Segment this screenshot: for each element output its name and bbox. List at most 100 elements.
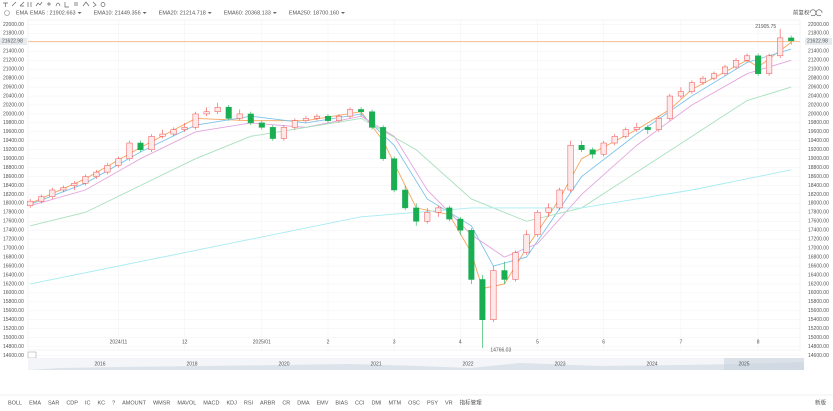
y-tick-label: 19400.00 <box>808 138 829 144</box>
candle-body <box>170 129 177 135</box>
y-tick-label: 17000.00 <box>808 245 829 251</box>
candle-body <box>60 187 67 191</box>
y-tick-label: 18800.00 <box>3 165 24 171</box>
candle-body <box>578 145 585 150</box>
y-tick-label: 21800.00 <box>3 31 24 37</box>
candle-body <box>313 115 320 119</box>
navigator-window[interactable] <box>724 358 804 370</box>
tool-icon[interactable] <box>3 2 8 7</box>
y-tick-label: 15000.00 <box>3 335 24 341</box>
y-tick-label: 22000.00 <box>3 22 24 28</box>
navigator-year: 2024 <box>646 361 657 367</box>
tool-icon[interactable] <box>92 1 97 8</box>
y-tick-label: 18200.00 <box>808 192 829 198</box>
tool-icon[interactable] <box>35 1 43 7</box>
y-tick-label: 17600.00 <box>808 219 829 225</box>
tool-icon[interactable] <box>27 2 32 7</box>
indicator-manage[interactable]: 指标管理 <box>460 398 483 406</box>
indicator-tab[interactable]: AMOUNT <box>122 400 146 406</box>
candle-body <box>402 189 409 209</box>
legend-entry[interactable]: EMA10: 21449.356 <box>94 10 141 16</box>
indicator-tab[interactable]: MTM <box>389 400 402 406</box>
indicator-bar: BOLL EMA SAR CDP IC KC? AMOUNT WMSR MAVOL MACD KDJ… <box>8 398 826 406</box>
y-tick-label: 21200.00 <box>808 58 829 64</box>
tool-icon[interactable] <box>47 2 51 6</box>
y-tick-label: 16400.00 <box>808 272 829 278</box>
y-tick-label: 19000.00 <box>808 156 829 162</box>
indicator-tab[interactable]: KC <box>97 400 105 406</box>
tool-icon[interactable] <box>19 1 25 7</box>
tool-icon[interactable] <box>11 1 17 7</box>
indicator-tab[interactable]: IC <box>85 400 91 406</box>
y-tick-label: 20000.00 <box>3 111 24 117</box>
indicator-tab[interactable]: ARBR <box>260 400 275 406</box>
candle-body <box>479 279 486 320</box>
legend-entry[interactable]: EMA5 : 21902.663 <box>30 10 76 16</box>
candle-body <box>335 115 343 121</box>
y-tick-label: 18400.00 <box>808 183 829 189</box>
price-tag <box>0 37 27 45</box>
candle-body <box>457 218 464 231</box>
indicator-tab[interactable]: DMA <box>297 400 310 406</box>
tool-icon[interactable] <box>100 2 106 7</box>
indicator-tab[interactable]: BOLL <box>8 400 22 406</box>
indicator-tab[interactable]: BIAS <box>335 400 348 406</box>
y-tick-label: 17000.00 <box>3 245 24 251</box>
tool-icon[interactable] <box>74 2 78 6</box>
indicator-tab[interactable]: DMI <box>371 400 382 406</box>
y-tick-label: 15200.00 <box>808 326 829 332</box>
tool-icon[interactable] <box>82 1 90 7</box>
navigator-year: 2018 <box>186 361 197 367</box>
adjust-mode[interactable]: 前复权 <box>793 8 810 16</box>
y-tick-label: 20800.00 <box>3 75 24 81</box>
candle-body <box>82 176 89 184</box>
candle-body <box>556 189 563 209</box>
indicator-tab[interactable]: OSC <box>408 400 420 406</box>
indicator-tab[interactable]: PSY <box>427 400 438 406</box>
indicator-tab[interactable]: CR <box>282 400 290 406</box>
indicator-tab[interactable]: CCI <box>355 400 365 406</box>
undo-icon[interactable] <box>809 9 817 17</box>
y-tick-label: 18600.00 <box>3 174 24 180</box>
candle-body <box>203 111 210 115</box>
candle-body <box>192 113 199 128</box>
candle-body <box>424 212 431 222</box>
indicator-tab[interactable]: ? <box>112 400 115 406</box>
indicator-tab[interactable]: EMV <box>317 400 329 406</box>
candle-body <box>236 113 243 119</box>
candle-body <box>744 55 751 61</box>
y-tick-label: 16600.00 <box>808 263 829 269</box>
y-tick-label: 17800.00 <box>808 210 829 216</box>
indicator-tab[interactable]: KDJ <box>226 400 237 406</box>
y-tick-label: 14600.00 <box>808 353 829 359</box>
settings-icon[interactable] <box>4 10 10 16</box>
x-tick-label: 12 <box>182 339 188 345</box>
indicator-tab[interactable]: CDP <box>66 400 78 406</box>
legend-entry[interactable]: EMA20: 21214.718 <box>159 10 206 16</box>
candle-body <box>589 149 596 155</box>
tool-icon[interactable] <box>55 2 61 7</box>
indicator-tab[interactable]: VR <box>445 400 453 406</box>
new-version[interactable]: 新版 <box>815 398 827 406</box>
legend-entry[interactable]: EMA250: 18700.160 <box>289 10 339 16</box>
indicator-tab[interactable]: EMA <box>29 400 41 406</box>
y-tick-label: 15400.00 <box>3 317 24 323</box>
indicator-tab[interactable]: MACD <box>203 400 219 406</box>
legend-caret <box>142 12 147 14</box>
y-tick-label: 20200.00 <box>3 102 24 108</box>
indicator-tab[interactable]: SAR <box>48 400 59 406</box>
indicator-tab[interactable]: MAVOL <box>177 400 196 406</box>
candle-body <box>71 183 78 186</box>
legend-caret <box>272 12 277 14</box>
y-tick-label: 19600.00 <box>808 129 829 135</box>
candle-body <box>413 207 420 222</box>
indicator-tab[interactable]: RSI <box>244 400 254 406</box>
redo-icon[interactable] <box>815 9 823 17</box>
candle-body <box>269 127 276 139</box>
y-tick-label: 20400.00 <box>3 93 24 99</box>
x-tick-label: 4 <box>459 339 462 345</box>
indicator-tab[interactable]: WMSR <box>153 400 170 406</box>
tool-icon[interactable] <box>64 2 69 8</box>
collapse-button[interactable] <box>27 351 37 359</box>
legend-entry[interactable]: EMA60: 20368.133 <box>224 10 271 16</box>
